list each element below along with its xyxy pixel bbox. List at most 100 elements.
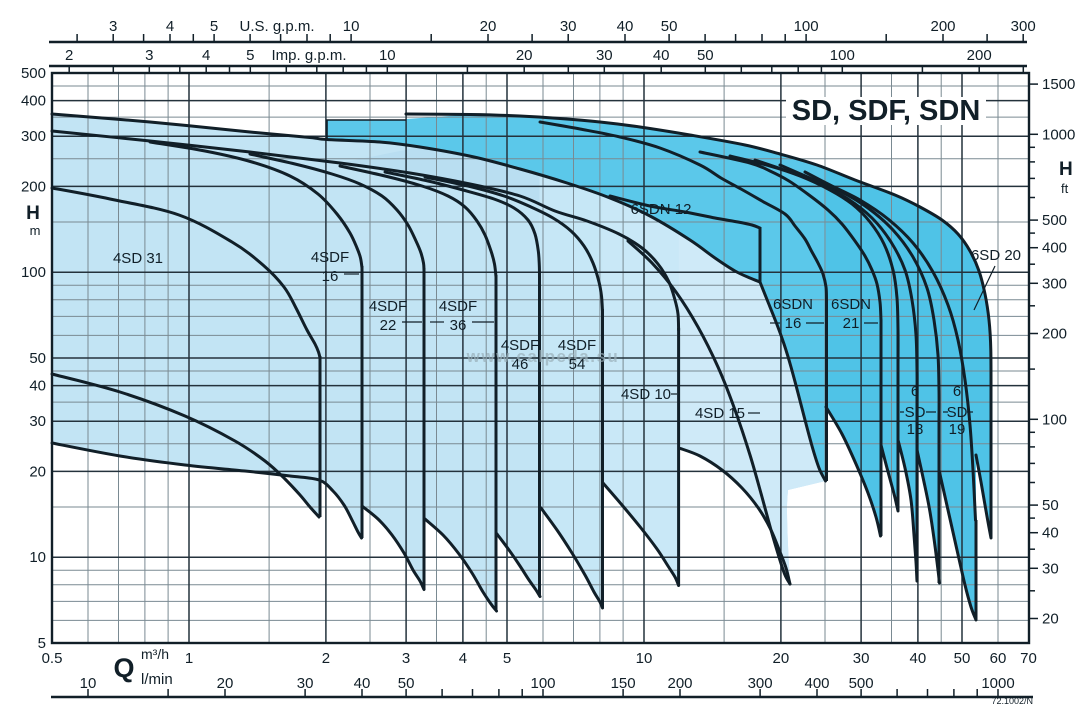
svg-text:4SDF: 4SDF [558, 337, 596, 354]
svg-text:SD, SDF, SDN: SD, SDF, SDN [792, 95, 981, 127]
svg-text:l/min: l/min [141, 671, 173, 688]
svg-text:4SDF: 4SDF [501, 337, 539, 354]
svg-text:100: 100 [21, 264, 46, 281]
svg-text:4SDF: 4SDF [311, 249, 349, 266]
svg-text:5: 5 [38, 635, 46, 652]
svg-text:200: 200 [967, 47, 992, 64]
svg-text:300: 300 [1042, 275, 1067, 292]
svg-text:0.5: 0.5 [42, 650, 63, 667]
svg-text:30: 30 [560, 18, 577, 35]
svg-text:30: 30 [29, 413, 46, 430]
svg-text:19: 19 [949, 421, 966, 438]
svg-text:20: 20 [773, 650, 790, 667]
svg-text:20: 20 [1042, 611, 1059, 628]
svg-text:18: 18 [907, 421, 924, 438]
svg-text:72.1002/N: 72.1002/N [991, 696, 1033, 706]
svg-text:300: 300 [748, 675, 773, 692]
svg-text:500: 500 [1042, 212, 1067, 229]
svg-text:1500: 1500 [1042, 76, 1075, 93]
svg-text:Imp. g.p.m.: Imp. g.p.m. [271, 47, 346, 64]
svg-text:200: 200 [930, 18, 955, 35]
svg-text:20: 20 [516, 47, 533, 64]
svg-text:400: 400 [21, 93, 46, 110]
svg-text:30: 30 [596, 47, 613, 64]
svg-text:SD: SD [905, 404, 926, 421]
svg-text:6: 6 [911, 383, 919, 400]
svg-text:6SDN: 6SDN [831, 296, 871, 313]
svg-text:70: 70 [1020, 650, 1037, 667]
svg-text:40: 40 [617, 18, 634, 35]
svg-text:60: 60 [990, 650, 1007, 667]
svg-text:200: 200 [21, 178, 46, 195]
svg-text:2: 2 [322, 650, 330, 667]
svg-text:5: 5 [246, 47, 254, 64]
svg-text:50: 50 [697, 47, 714, 64]
svg-text:46: 46 [512, 356, 529, 373]
svg-text:10: 10 [379, 47, 396, 64]
svg-text:200: 200 [1042, 326, 1067, 343]
svg-text:300: 300 [21, 128, 46, 145]
svg-text:4SD 31: 4SD 31 [113, 250, 163, 267]
svg-text:100: 100 [830, 47, 855, 64]
svg-text:54: 54 [569, 356, 586, 373]
svg-text:5: 5 [503, 650, 511, 667]
svg-text:4SD 15: 4SD 15 [695, 405, 745, 422]
svg-text:6SDN: 6SDN [773, 296, 813, 313]
svg-text:16: 16 [322, 268, 339, 285]
svg-text:400: 400 [1042, 240, 1067, 257]
svg-text:H: H [1059, 159, 1073, 180]
svg-text:10: 10 [343, 18, 360, 35]
svg-text:20: 20 [217, 675, 234, 692]
svg-text:6SDN 12: 6SDN 12 [631, 201, 692, 218]
svg-text:5: 5 [210, 18, 218, 35]
svg-text:21: 21 [843, 315, 860, 332]
svg-text:3: 3 [402, 650, 410, 667]
svg-text:10: 10 [80, 675, 97, 692]
svg-text:36: 36 [450, 317, 467, 334]
svg-text:H: H [26, 203, 40, 224]
svg-text:www.calpeda.su: www.calpeda.su [466, 347, 620, 366]
svg-text:1: 1 [185, 650, 193, 667]
svg-text:100: 100 [1042, 411, 1067, 428]
svg-text:200: 200 [667, 675, 692, 692]
svg-text:50: 50 [398, 675, 415, 692]
svg-text:10: 10 [29, 549, 46, 566]
svg-text:100: 100 [794, 18, 819, 35]
svg-text:16: 16 [785, 315, 802, 332]
svg-text:40: 40 [910, 650, 927, 667]
svg-text:ft: ft [1061, 181, 1069, 196]
svg-text:500: 500 [21, 65, 46, 82]
svg-text:6SD 20: 6SD 20 [971, 247, 1021, 264]
svg-text:Q: Q [113, 653, 134, 683]
svg-text:4SDF: 4SDF [369, 298, 407, 315]
svg-text:4: 4 [166, 18, 174, 35]
svg-text:m³/h: m³/h [141, 646, 169, 662]
svg-text:40: 40 [1042, 525, 1059, 542]
svg-text:1000: 1000 [981, 675, 1014, 692]
svg-text:1000: 1000 [1042, 126, 1075, 143]
svg-text:100: 100 [530, 675, 555, 692]
svg-text:40: 40 [29, 378, 46, 395]
svg-text:4SDF: 4SDF [439, 298, 477, 315]
svg-text:40: 40 [653, 47, 670, 64]
svg-text:4: 4 [459, 650, 467, 667]
svg-text:400: 400 [804, 675, 829, 692]
svg-text:30: 30 [1042, 560, 1059, 577]
svg-text:20: 20 [480, 18, 497, 35]
svg-text:4: 4 [202, 47, 210, 64]
svg-text:30: 30 [853, 650, 870, 667]
svg-text:3: 3 [109, 18, 117, 35]
svg-text:6: 6 [953, 383, 961, 400]
svg-text:150: 150 [611, 675, 636, 692]
svg-text:30: 30 [297, 675, 314, 692]
svg-text:m: m [30, 223, 41, 238]
svg-text:40: 40 [354, 675, 371, 692]
svg-text:4SD 10: 4SD 10 [621, 386, 671, 403]
svg-text:2: 2 [65, 47, 73, 64]
svg-text:3: 3 [145, 47, 153, 64]
svg-text:22: 22 [380, 317, 397, 334]
svg-text:10: 10 [636, 650, 653, 667]
svg-text:50: 50 [954, 650, 971, 667]
svg-text:50: 50 [29, 350, 46, 367]
svg-text:50: 50 [1042, 497, 1059, 514]
